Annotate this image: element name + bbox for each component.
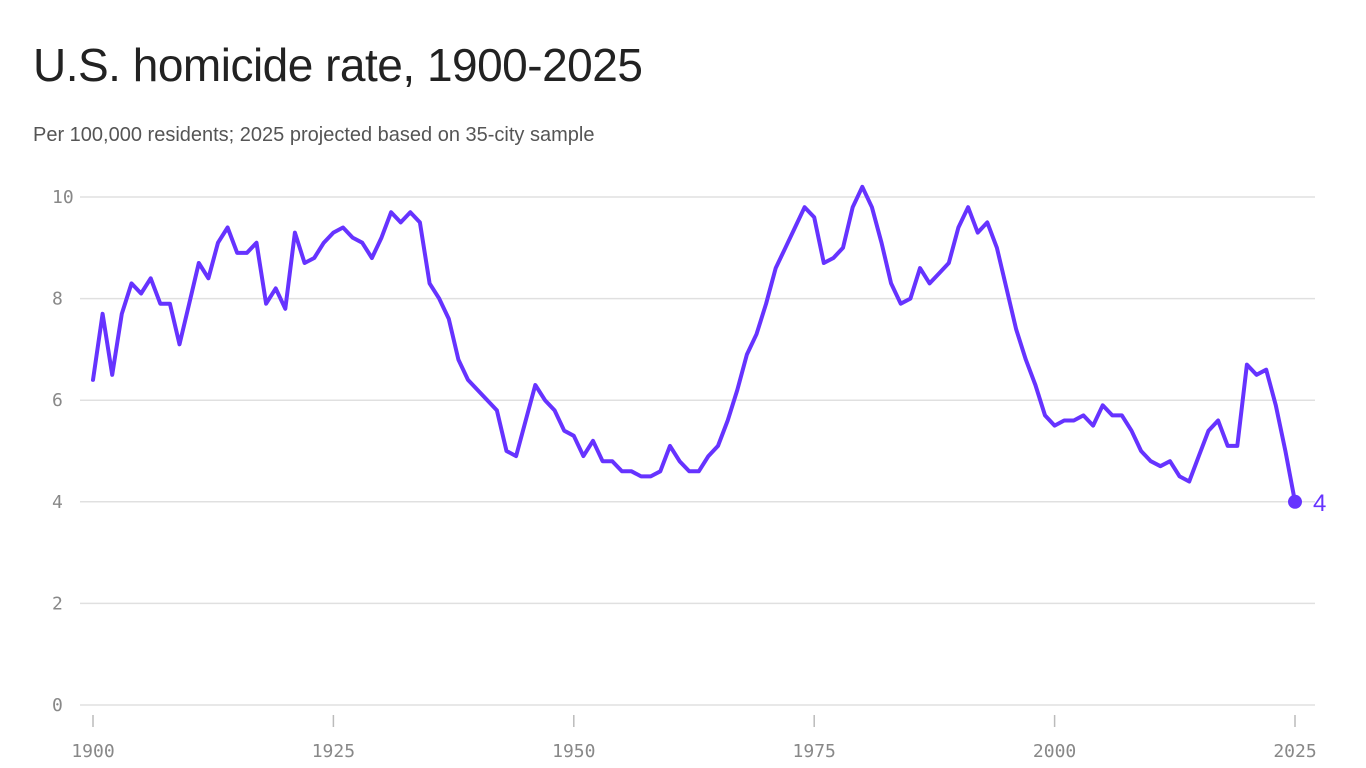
end-value-label: 4 (1313, 490, 1326, 517)
x-tick-label: 1900 (71, 741, 114, 762)
gridlines (80, 196, 1315, 706)
chart-title: U.S. homicide rate, 1900-2025 (33, 39, 643, 91)
end-point-marker (1288, 494, 1302, 509)
y-tick-label: 2 (52, 593, 63, 614)
x-axis-ticks: 1900 1925 1950 1975 2000 2025 (71, 715, 1317, 762)
y-tick-label: 10 (52, 187, 74, 208)
y-tick-label: 4 (52, 492, 63, 513)
series-line (91, 184, 1297, 504)
x-tick-label: 2025 (1273, 741, 1316, 762)
annotations: 4 (1288, 490, 1326, 517)
y-tick-label: 0 (52, 695, 63, 716)
x-tick-label: 1925 (312, 741, 355, 762)
x-tick-label: 2000 (1033, 741, 1076, 762)
y-tick-label: 6 (52, 390, 63, 411)
y-axis-ticks: 0 2 4 6 8 10 (52, 187, 74, 716)
x-tick-label: 1975 (793, 741, 836, 762)
chart-subtitle: Per 100,000 residents; 2025 projected ba… (33, 124, 595, 146)
y-tick-label: 8 (52, 289, 63, 310)
x-tick-label: 1950 (552, 741, 595, 762)
